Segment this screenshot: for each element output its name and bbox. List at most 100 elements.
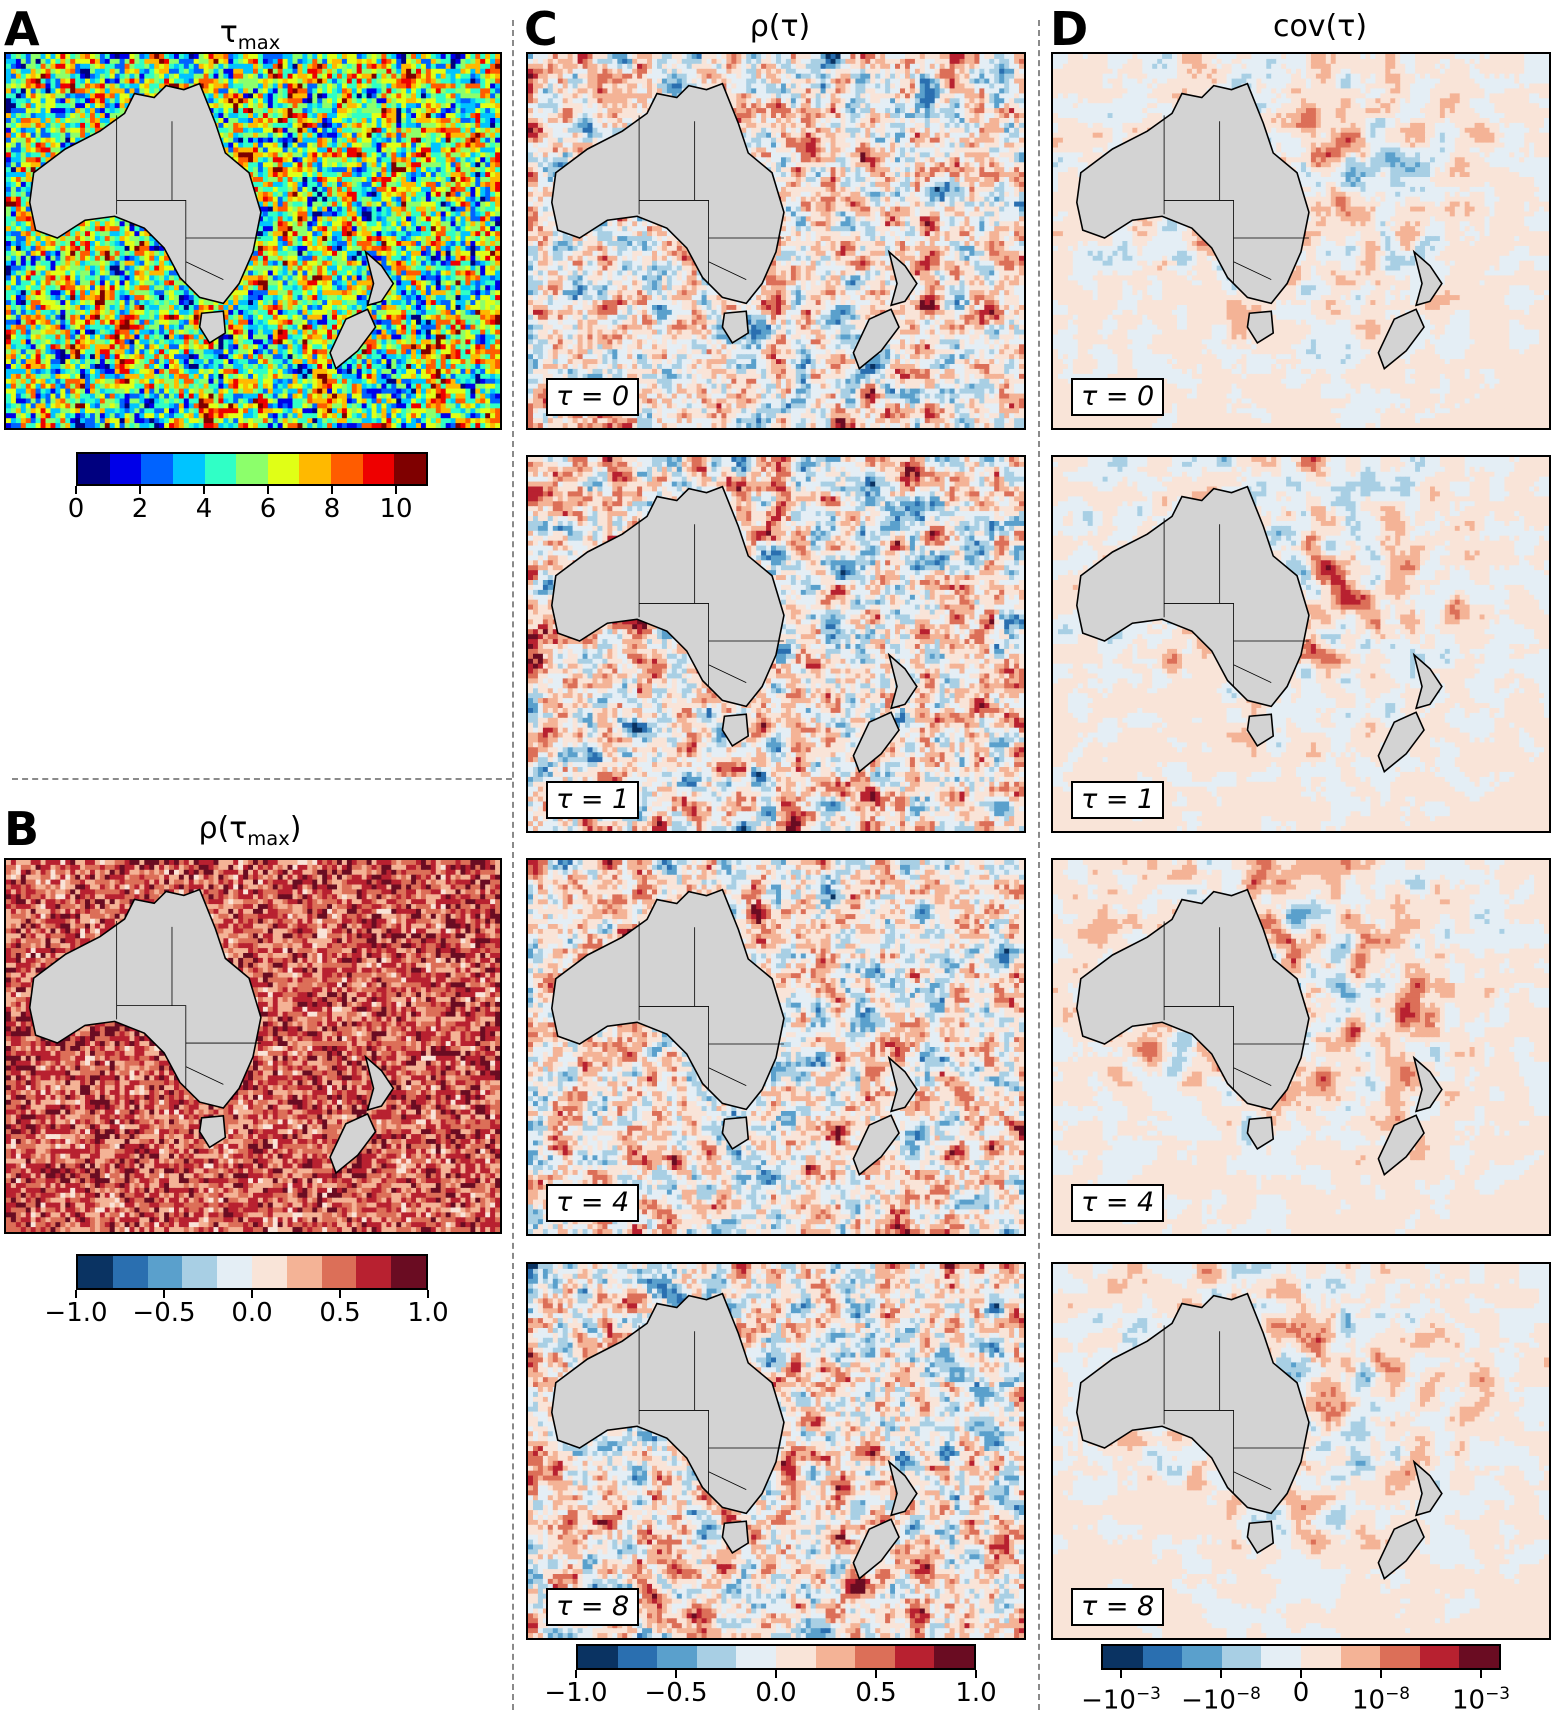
tau-label: τ = 1 [546, 781, 639, 819]
colorbar-tick-label: 0 [68, 494, 85, 524]
panel-label-a: A [4, 6, 40, 52]
colorbar-tick-label: −1.0 [544, 1678, 607, 1708]
colorbar-swatch [363, 454, 395, 484]
colorbar-tick-label: 0.5 [319, 1298, 360, 1328]
colorbar-rho-c [576, 1644, 976, 1670]
colorbar-swatch [182, 1256, 217, 1288]
colorbar-tick-label: −10−3 [1081, 1678, 1161, 1716]
colorbar-tick-mark [339, 1290, 341, 1298]
map-cov-tau-4: τ = 4 [1051, 858, 1551, 1236]
tau-label: τ = 8 [1071, 1588, 1164, 1626]
colorbar-swatch [657, 1646, 697, 1668]
colorbar-swatch [697, 1646, 737, 1668]
panel-title-b-tail: ) [290, 811, 302, 846]
colorbar-swatch [394, 454, 426, 484]
panel-label-b: B [4, 806, 39, 852]
map-raster [1053, 54, 1549, 428]
colorbar-swatch [578, 1646, 618, 1668]
map-raster [6, 54, 500, 428]
colorbar-tick-mark [75, 1290, 77, 1298]
colorbar-tick-mark [675, 1670, 677, 1678]
panel-title-c: ρ(τ) [700, 10, 860, 44]
colorbar-swatch [252, 1256, 287, 1288]
colorbar-swatch [1261, 1646, 1301, 1668]
colorbar-tick-label: −1.0 [44, 1298, 107, 1328]
panel-title-b-main: ρ(τ [198, 811, 247, 846]
colorbar-tick-label: 1.0 [407, 1298, 448, 1328]
colorbar-swatch [391, 1256, 426, 1288]
colorbar-swatch [934, 1646, 974, 1668]
colorbar-tick-mark [775, 1670, 777, 1678]
colorbar-swatch [816, 1646, 856, 1668]
colorbar-tick-mark [1480, 1670, 1482, 1678]
colorbar-swatch [268, 454, 300, 484]
colorbar-swatch [895, 1646, 935, 1668]
tau-label: τ = 1 [1071, 781, 1164, 819]
colorbar-swatch [1103, 1646, 1143, 1668]
colorbar-tick-mark [1120, 1670, 1122, 1678]
panel-title-b-sub: max [247, 827, 290, 850]
tau-label: τ = 0 [546, 378, 639, 416]
colorbar-rho-b [76, 1254, 428, 1290]
colorbar-tick-mark [395, 486, 397, 494]
map-raster [528, 54, 1024, 428]
map-raster [1053, 1264, 1549, 1638]
map-rho-tau-max [4, 858, 502, 1234]
colorbar-tick-label: 2 [132, 494, 149, 524]
colorbar-tick-mark [1380, 1670, 1382, 1678]
colorbar-tick-label: 1.0 [955, 1678, 996, 1708]
map-rho-tau-0: τ = 0 [526, 52, 1026, 430]
panel-title-b: ρ(τmax) [150, 812, 350, 856]
colorbar-swatch [287, 1256, 322, 1288]
colorbar-swatch [236, 454, 268, 484]
colorbar-swatch [148, 1256, 183, 1288]
colorbar-tick-label: 4 [196, 494, 213, 524]
colorbar-swatch [1380, 1646, 1420, 1668]
map-raster [528, 457, 1024, 831]
colorbar-tick-label: 6 [260, 494, 277, 524]
colorbar-tick-label: 8 [324, 494, 341, 524]
colorbar-swatch [1301, 1646, 1341, 1668]
panel-label-d: D [1050, 6, 1088, 52]
colorbar-swatch [205, 454, 237, 484]
colorbar-swatch [356, 1256, 391, 1288]
map-tau-max [4, 52, 502, 430]
colorbar-swatch [322, 1256, 357, 1288]
map-raster [528, 1264, 1024, 1638]
colorbar-tick-mark [75, 486, 77, 494]
panel-title-a-sub: max [238, 31, 281, 54]
colorbar-swatch [1222, 1646, 1262, 1668]
colorbar-swatch [110, 454, 142, 484]
colorbar-tick-mark [203, 486, 205, 494]
colorbar-tick-label: 0.0 [231, 1298, 272, 1328]
colorbar-tick-mark [331, 486, 333, 494]
colorbar-tick-mark [163, 1290, 165, 1298]
colorbar-swatch [1143, 1646, 1183, 1668]
colorbar-swatch [1459, 1646, 1499, 1668]
panel-label-c: C [524, 6, 558, 52]
map-raster [1053, 860, 1549, 1234]
colorbar-tick-label: 0.5 [855, 1678, 896, 1708]
tau-label: τ = 0 [1071, 378, 1164, 416]
vertical-separator-left [512, 20, 514, 1710]
colorbar-tick-label: −10−8 [1181, 1678, 1261, 1716]
colorbar-swatch [776, 1646, 816, 1668]
colorbar-tick-mark [575, 1670, 577, 1678]
map-raster [1053, 457, 1549, 831]
map-rho-tau-1: τ = 1 [526, 455, 1026, 833]
colorbar-swatch [141, 454, 173, 484]
colorbar-tick-mark [267, 486, 269, 494]
colorbar-tick-label: 10 [379, 494, 412, 524]
horizontal-separator [12, 778, 512, 780]
colorbar-swatch [331, 454, 363, 484]
colorbar-swatch [618, 1646, 658, 1668]
colorbar-tick-mark [875, 1670, 877, 1678]
tau-label: τ = 4 [1071, 1184, 1164, 1222]
map-cov-tau-1: τ = 1 [1051, 455, 1551, 833]
colorbar-swatch [113, 1256, 148, 1288]
colorbar-swatch [173, 454, 205, 484]
colorbar-swatch [855, 1646, 895, 1668]
colorbar-swatch [1420, 1646, 1460, 1668]
colorbar-tick-label: 0.0 [755, 1678, 796, 1708]
colorbar-swatch [1341, 1646, 1381, 1668]
